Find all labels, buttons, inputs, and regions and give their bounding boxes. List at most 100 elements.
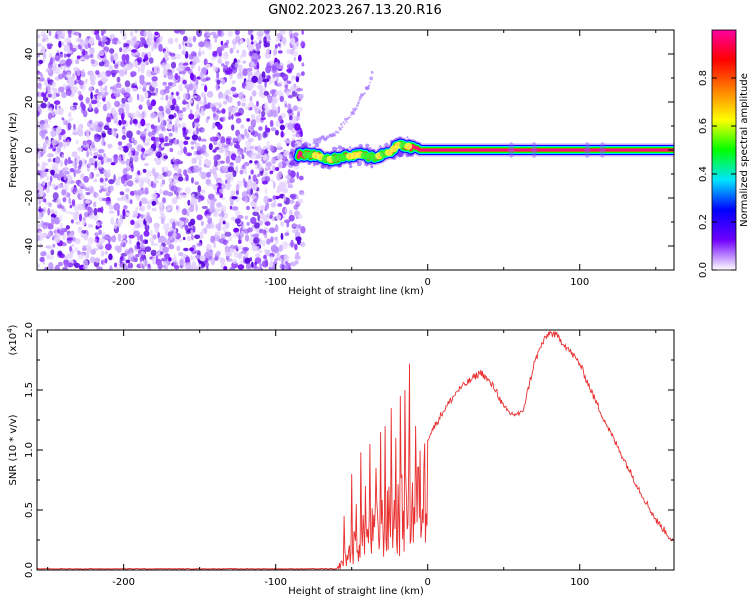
noise-blob bbox=[37, 110, 40, 117]
noise-blob bbox=[38, 77, 45, 82]
noise-blob bbox=[175, 118, 180, 126]
noise-blob bbox=[53, 100, 61, 105]
noise-blob bbox=[244, 234, 250, 242]
noise-blob bbox=[296, 88, 303, 92]
noise-blob bbox=[140, 69, 145, 74]
noise-blob bbox=[189, 247, 195, 252]
noise-blob bbox=[149, 229, 153, 237]
noise-blob bbox=[181, 122, 186, 128]
noise-blob bbox=[162, 69, 169, 76]
noise-blob bbox=[139, 234, 143, 242]
noise-blob bbox=[209, 168, 214, 174]
noise-blob bbox=[214, 146, 220, 151]
noise-blob bbox=[65, 88, 72, 96]
noise-blob bbox=[120, 196, 127, 201]
noise-blob bbox=[119, 262, 126, 268]
noise-blob bbox=[123, 92, 131, 99]
noise-blob bbox=[108, 236, 113, 241]
noise-blob bbox=[275, 36, 280, 43]
noise-blob bbox=[247, 126, 252, 131]
noise-blob bbox=[40, 198, 44, 203]
noise-blob bbox=[108, 205, 115, 210]
noise-blob bbox=[144, 128, 147, 132]
noise-blob bbox=[185, 230, 191, 235]
noise-blob bbox=[292, 133, 297, 138]
noise-blob bbox=[131, 137, 135, 143]
noise-blob bbox=[248, 50, 253, 57]
noise-blob bbox=[144, 122, 151, 127]
noise-blob bbox=[140, 131, 147, 137]
noise-blob bbox=[234, 245, 239, 250]
noise-blob bbox=[47, 90, 51, 94]
noise-blob bbox=[205, 214, 211, 220]
noise-blob bbox=[210, 136, 217, 141]
noise-blob bbox=[144, 246, 152, 253]
noise-blob bbox=[48, 93, 52, 98]
colorbar: 0.0 0.2 0.4 0.6 0.8 Normalized spectral ampl… bbox=[698, 29, 750, 278]
noise-blob bbox=[263, 104, 269, 110]
noise-blob bbox=[94, 136, 101, 143]
noise-blob bbox=[296, 171, 300, 180]
noise-blob bbox=[133, 120, 138, 125]
noise-blob bbox=[54, 236, 61, 244]
noise-blob bbox=[37, 143, 40, 147]
noise-blob bbox=[180, 191, 183, 196]
noise-blob bbox=[54, 104, 58, 111]
noise-blob bbox=[184, 136, 191, 140]
noise-blob bbox=[259, 263, 262, 269]
noise-blob bbox=[221, 108, 226, 114]
noise-blob bbox=[222, 116, 226, 121]
noise-blob bbox=[125, 87, 131, 93]
noise-blob bbox=[78, 94, 84, 101]
halo-dot bbox=[308, 143, 312, 146]
noise-blob bbox=[38, 185, 44, 192]
colorbar-frame bbox=[711, 29, 737, 271]
noise-blob bbox=[69, 168, 75, 173]
noise-blob bbox=[69, 42, 73, 51]
noise-blob bbox=[261, 110, 266, 117]
noise-blob bbox=[66, 119, 71, 124]
noise-blob bbox=[220, 136, 226, 144]
noise-blob bbox=[128, 267, 132, 270]
noise-blob bbox=[138, 85, 143, 90]
noise-blob bbox=[264, 30, 270, 35]
noise-blob bbox=[254, 246, 260, 252]
noise-blob bbox=[105, 200, 112, 206]
noise-blob bbox=[120, 160, 126, 165]
noise-blob bbox=[254, 222, 260, 229]
noise-blob bbox=[134, 80, 138, 85]
noise-blob bbox=[222, 258, 225, 265]
noise-blob bbox=[125, 53, 130, 62]
noise-blob bbox=[71, 243, 75, 248]
noise-blob bbox=[114, 64, 119, 69]
noise-blob bbox=[285, 90, 291, 96]
noise-blob bbox=[205, 63, 211, 68]
noise-blob bbox=[166, 239, 171, 246]
noise-blob bbox=[143, 176, 150, 183]
noise-blob bbox=[194, 234, 201, 240]
noise-blob bbox=[66, 58, 73, 66]
noise-blob bbox=[290, 239, 294, 248]
noise-blob bbox=[52, 192, 59, 201]
noise-blob bbox=[157, 174, 164, 180]
noise-blob bbox=[226, 96, 233, 103]
ridge-spur bbox=[599, 142, 606, 158]
halo-dot bbox=[349, 164, 353, 169]
noise-blob bbox=[165, 94, 169, 101]
noise-blob bbox=[291, 223, 298, 228]
noise-blob bbox=[197, 185, 202, 193]
noise-blob bbox=[262, 154, 267, 161]
noise-blob bbox=[275, 129, 279, 136]
halo-dot bbox=[289, 154, 294, 159]
noise-blob bbox=[269, 211, 275, 215]
noise-blob bbox=[146, 38, 150, 42]
noise-blob bbox=[181, 101, 189, 105]
noise-blob bbox=[264, 175, 271, 183]
noise-blob bbox=[66, 179, 71, 185]
noise-blob bbox=[51, 92, 57, 100]
noise-blob bbox=[110, 235, 117, 242]
noise-blob bbox=[90, 72, 93, 77]
noise-blob bbox=[200, 171, 207, 180]
noise-blob bbox=[244, 85, 250, 90]
branch-dot bbox=[358, 99, 361, 102]
